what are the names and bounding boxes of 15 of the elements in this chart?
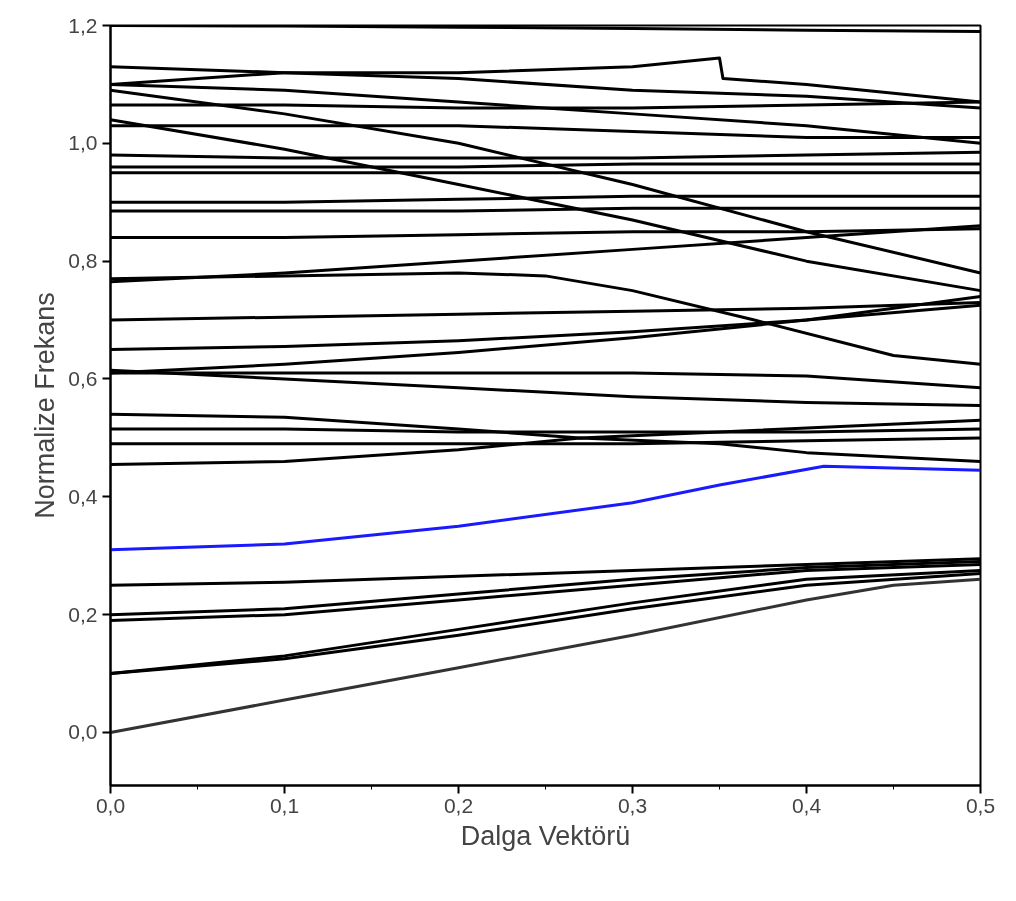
x-tick-label: 0,2 <box>443 793 474 817</box>
x-tick-label: 0,3 <box>617 793 648 817</box>
x-tick-label: 0,4 <box>791 793 822 817</box>
y-axis-title: Normalize Frekans <box>30 292 61 519</box>
x-tick-label: 0,1 <box>269 793 300 817</box>
x-tick-label: 0,0 <box>95 793 126 817</box>
y-tick-label: 1,2 <box>68 13 98 37</box>
x-axis-title: Dalga Vektörü <box>460 820 631 851</box>
y-tick-label: 0,8 <box>68 249 98 273</box>
y-tick-label: 0,2 <box>68 602 98 626</box>
y-tick-label: 1,0 <box>68 131 98 155</box>
y-tick-label: 0,4 <box>68 484 98 508</box>
y-tick-label: 0,0 <box>68 720 98 744</box>
x-tick-label: 0,5 <box>965 793 996 817</box>
y-tick-label: 0,6 <box>68 366 98 390</box>
